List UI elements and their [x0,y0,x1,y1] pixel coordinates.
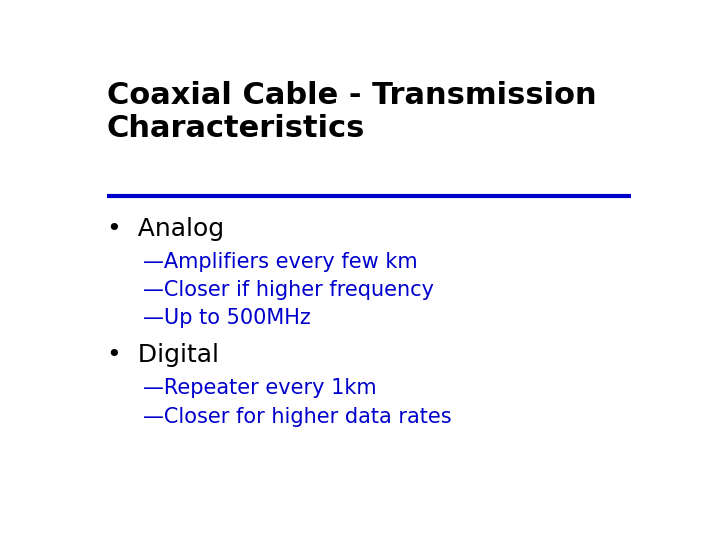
Text: —Closer if higher frequency: —Closer if higher frequency [143,280,434,300]
Text: —Up to 500MHz: —Up to 500MHz [143,308,311,328]
Text: •  Analog: • Analog [107,217,224,240]
Text: •  Digital: • Digital [107,343,219,367]
Text: —Amplifiers every few km: —Amplifiers every few km [143,252,418,272]
Text: —Repeater every 1km: —Repeater every 1km [143,379,377,399]
Text: Coaxial Cable - Transmission
Characteristics: Coaxial Cable - Transmission Characteris… [107,82,596,143]
Text: —Closer for higher data rates: —Closer for higher data rates [143,407,451,427]
